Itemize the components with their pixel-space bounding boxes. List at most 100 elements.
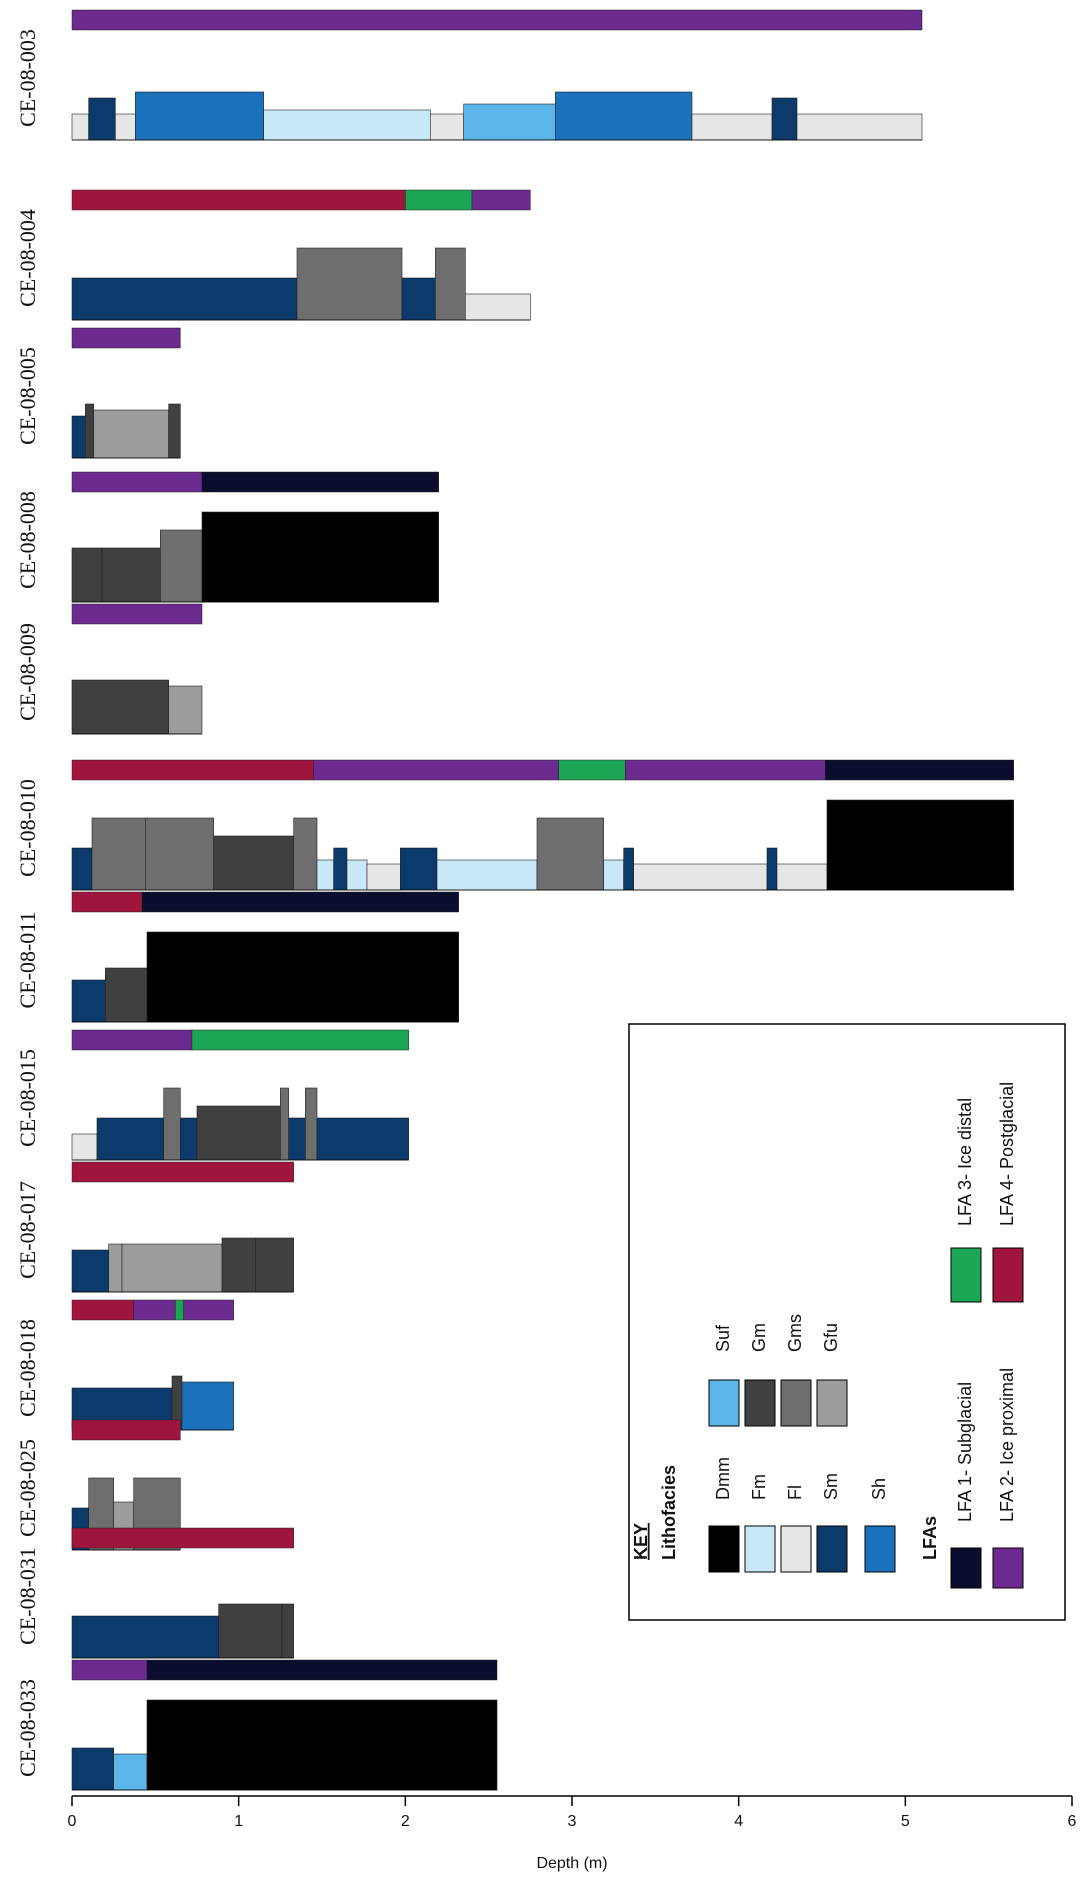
core-label: CE-08-033: [15, 1679, 40, 1777]
key-swatch: [950, 1247, 982, 1303]
key-label: Suf: [713, 1324, 733, 1352]
lfa-segment: [71, 327, 181, 349]
core-label: CE-08-003: [15, 29, 40, 127]
lfa-segment: [141, 891, 459, 913]
lfa-segment: [471, 189, 531, 211]
key-label: LFA 3- Ice distal: [955, 1098, 975, 1226]
lithofacies-segment: [146, 931, 459, 1023]
lithofacies-segment: [218, 1603, 283, 1659]
lithofacies-segment: [115, 113, 136, 141]
lithofacies-segment: [196, 1105, 281, 1161]
lithofacies-segment: [430, 113, 464, 141]
lithofacies-segment: [293, 817, 318, 891]
core-label: CE-08-008: [15, 491, 40, 589]
lithofacies-segment: [71, 547, 103, 603]
lithofacies-segment: [88, 97, 116, 141]
core-label: CE-08-010: [15, 779, 40, 877]
x-tick-label: 4: [734, 1813, 743, 1830]
key-label: Gm: [749, 1323, 769, 1352]
lfa-segment: [71, 891, 143, 913]
x-tick-label: 2: [401, 1813, 410, 1830]
lithofacies-segment: [201, 511, 439, 603]
lithofacies-segment: [333, 847, 348, 891]
lfa-segment: [405, 189, 473, 211]
core-label: CE-08-018: [15, 1319, 40, 1417]
lithofacies-segment: [105, 967, 148, 1023]
lithofacies-segment: [71, 679, 169, 735]
core-label: CE-08-009: [15, 623, 40, 721]
lithofacies-segment: [71, 1615, 219, 1659]
lfa-segment: [313, 759, 559, 781]
key-label: Fm: [749, 1474, 769, 1500]
key-swatch: [744, 1525, 776, 1573]
lithofacies-segment: [771, 97, 798, 141]
lithofacies-segment: [436, 859, 538, 891]
key-swatch: [864, 1525, 896, 1573]
key-label: Dmm: [713, 1457, 733, 1500]
lithofacies-segment: [221, 1237, 256, 1293]
lfa-segment: [71, 1659, 148, 1681]
lithofacies-segment: [146, 1699, 498, 1791]
lithofacies-segment: [346, 859, 368, 891]
x-tick-label: 0: [68, 1813, 77, 1830]
key-lithofacies-title: Lithofacies: [659, 1465, 679, 1560]
lithofacies-segment: [168, 403, 181, 459]
key-label: LFA 4- Postglacial: [997, 1082, 1017, 1226]
lfa-segment: [191, 1029, 409, 1051]
lithofacies-segment: [826, 799, 1014, 891]
lithofacies-segment: [366, 863, 401, 891]
key-swatch: [816, 1379, 848, 1427]
lfa-segment: [71, 603, 203, 625]
lithofacies-segment: [288, 1117, 306, 1161]
lfa-segment: [71, 1419, 181, 1441]
lithofacies-segment: [85, 403, 94, 459]
lithofacies-segment: [691, 113, 773, 141]
lithofacies-segment: [633, 863, 768, 891]
lithofacies-segment: [463, 103, 556, 141]
lfa-segment: [71, 1161, 294, 1183]
lithofacies-segment: [623, 847, 634, 891]
lithofacies-segment: [113, 1753, 148, 1791]
key-label: LFA 2- Ice proximal: [997, 1368, 1017, 1522]
lithofacies-segment: [603, 859, 624, 891]
lithofacies-segment: [160, 529, 203, 603]
lithofacies-segment: [180, 1117, 198, 1161]
core-label: CE-08-025: [15, 1439, 40, 1537]
lithofacies-segment: [536, 817, 604, 891]
lithofacies-segment: [96, 1117, 164, 1161]
key-swatch: [816, 1525, 848, 1573]
lithofacies-segment: [135, 91, 264, 141]
lithofacies-segment: [400, 847, 438, 891]
x-tick-label: 6: [1068, 1813, 1077, 1830]
core-label: CE-08-031: [15, 1547, 40, 1645]
lithofacies-segment: [305, 1087, 318, 1161]
lithofacies-segment: [465, 293, 531, 321]
lfa-segment: [825, 759, 1014, 781]
lithofacies-segment: [776, 863, 828, 891]
key-label: Fl: [785, 1485, 805, 1500]
lithofacies-segment: [91, 817, 146, 891]
lithofacies-segment: [316, 859, 334, 891]
lfa-segment: [71, 1527, 294, 1549]
lithofacies-segment: [108, 1243, 123, 1293]
lfa-segment: [558, 759, 626, 781]
lithofacies-segment: [71, 847, 93, 891]
lithofacies-segment: [280, 1087, 289, 1161]
key-label: Sm: [821, 1473, 841, 1500]
lfa-segment: [133, 1299, 176, 1321]
lithofacies-segment: [71, 979, 106, 1023]
lithofacies-segment: [213, 835, 294, 891]
core-label: CE-08-015: [15, 1049, 40, 1147]
x-tick-label: 5: [901, 1813, 910, 1830]
lithofacies-segment: [181, 1381, 234, 1431]
lithofacies-segment: [145, 817, 214, 891]
lithofacies-segment: [281, 1603, 294, 1659]
lfa-segment: [183, 1299, 234, 1321]
key-label: LFA 1- Subglacial: [955, 1382, 975, 1522]
key-label: Sh: [869, 1478, 889, 1500]
lfa-segment: [71, 759, 314, 781]
key-swatch: [780, 1379, 812, 1427]
lfa-segment: [146, 1659, 498, 1681]
x-tick-label: 1: [234, 1813, 243, 1830]
